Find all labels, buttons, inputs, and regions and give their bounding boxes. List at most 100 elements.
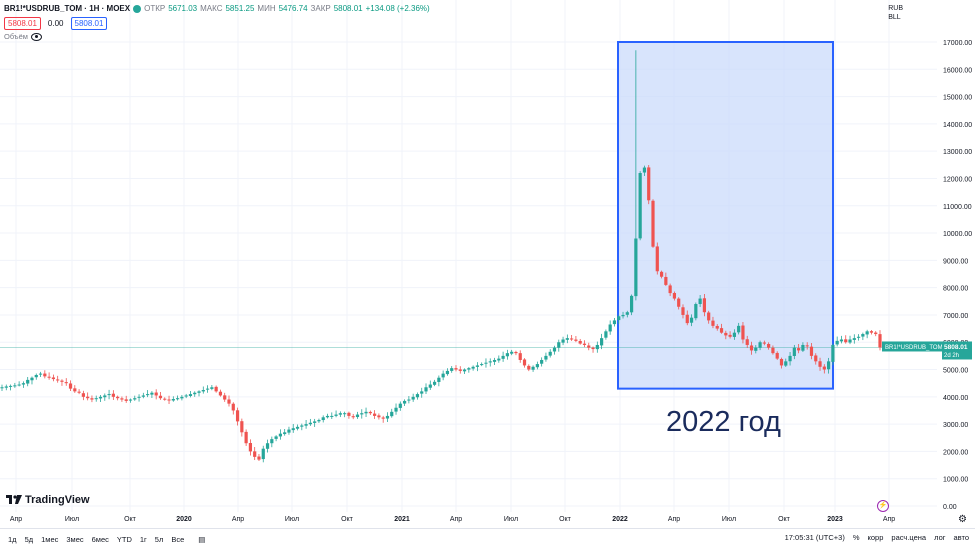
candle xyxy=(874,331,878,337)
candle-body xyxy=(133,398,137,400)
timeframe-1d[interactable]: 1д xyxy=(8,534,17,544)
tradingview-logo[interactable]: TradingView xyxy=(6,494,90,506)
x-tick-label: Апр xyxy=(450,516,462,523)
candle-body xyxy=(467,368,471,370)
candle xyxy=(235,407,240,426)
candle xyxy=(120,396,124,402)
timeframe-1y[interactable]: 1г xyxy=(139,534,147,544)
candle xyxy=(43,370,47,379)
x-tick-label: Июл xyxy=(285,516,299,523)
candle xyxy=(664,272,668,287)
currency-top: RUB xyxy=(888,5,903,12)
candle xyxy=(784,358,788,367)
candle xyxy=(711,316,715,329)
candle-body xyxy=(518,353,522,360)
candle xyxy=(852,334,856,344)
date-range-icon[interactable]: ▤ xyxy=(198,534,206,544)
candle xyxy=(60,379,64,386)
bottom-toolbar: 1д 5д 1мес 3мес 6мес YTD 1г 5л Все ▤ 17:… xyxy=(0,528,975,549)
candle-body xyxy=(197,391,201,393)
candle-body xyxy=(801,344,805,351)
candle-body xyxy=(98,396,103,399)
candle xyxy=(629,294,634,316)
candle xyxy=(762,340,766,346)
candle xyxy=(368,410,372,415)
candle-body xyxy=(574,339,578,341)
candle xyxy=(257,453,261,461)
candle-body xyxy=(608,324,612,332)
log-toggle[interactable]: лог xyxy=(934,533,946,542)
eye-icon[interactable] xyxy=(30,32,42,41)
candle-body xyxy=(21,383,26,385)
candle xyxy=(638,171,642,241)
timeframe-5d[interactable]: 5д xyxy=(24,534,34,544)
candle xyxy=(133,395,137,401)
candle xyxy=(861,332,865,341)
candle-body xyxy=(317,420,321,422)
timeframe-3m[interactable]: 3мес xyxy=(66,534,84,544)
candle xyxy=(582,340,587,348)
gear-icon[interactable]: ⚙ xyxy=(958,514,967,525)
candle xyxy=(283,428,287,436)
candle-body xyxy=(677,298,681,307)
y-tick-label: 4000.00 xyxy=(943,395,968,402)
candle xyxy=(154,389,158,400)
candle xyxy=(26,376,30,387)
candle xyxy=(295,424,300,431)
adjust-toggle[interactable]: корр xyxy=(867,533,884,542)
open-label: ОТКР xyxy=(144,4,166,13)
candle xyxy=(210,385,214,391)
candle-body xyxy=(754,347,758,351)
x-tick-label: 2022 xyxy=(612,516,628,523)
volume-legend[interactable]: Объём xyxy=(4,32,42,41)
auto-toggle[interactable]: авто xyxy=(953,533,969,542)
settlement-toggle[interactable]: расч.цена xyxy=(891,533,927,542)
market-status-icon[interactable] xyxy=(133,4,142,13)
timeframe-5y[interactable]: 5л xyxy=(154,534,164,544)
candle xyxy=(856,334,861,341)
candle xyxy=(377,413,381,420)
y-tick-label: 14000.00 xyxy=(943,122,972,129)
candle-body xyxy=(231,403,235,411)
candle xyxy=(81,390,85,401)
timeframe-ytd[interactable]: YTD xyxy=(116,534,132,544)
candle-body xyxy=(621,314,625,317)
candle-body xyxy=(510,351,514,354)
timeframe-6m[interactable]: 6мес xyxy=(91,534,109,544)
candle xyxy=(188,390,193,398)
candle xyxy=(522,358,527,368)
currency-label[interactable]: RUB BLL xyxy=(888,4,903,22)
candle-body xyxy=(501,355,505,359)
candle-body xyxy=(158,395,163,399)
timeframe-all[interactable]: Все xyxy=(171,534,185,544)
candle xyxy=(334,410,338,418)
sell-button[interactable]: 5808.01 xyxy=(4,17,41,30)
candle xyxy=(364,407,368,418)
price-tag-countdown: 2d 2h xyxy=(944,353,959,359)
candle-body xyxy=(745,339,749,345)
candle xyxy=(338,411,342,418)
buy-button[interactable]: 5808.01 xyxy=(70,17,108,30)
candle-body xyxy=(822,366,826,370)
candle xyxy=(510,349,514,356)
timeframe-1m[interactable]: 1мес xyxy=(41,534,59,544)
clock-time[interactable]: 17:05:31 (UTC+3) xyxy=(784,533,845,542)
symbol-title[interactable]: BR1!*USDRUB_TOM · 1Н · MOEX xyxy=(4,4,131,13)
candle-body xyxy=(402,400,407,404)
y-tick-label: 13000.00 xyxy=(943,149,972,156)
candle-body xyxy=(381,417,385,419)
candle xyxy=(8,384,13,391)
candle-body xyxy=(617,316,621,321)
candle-body xyxy=(651,200,655,247)
candle-body xyxy=(265,443,270,449)
percent-toggle[interactable]: % xyxy=(852,533,860,542)
candle-body xyxy=(150,392,154,395)
candle xyxy=(355,411,360,419)
candle xyxy=(792,344,796,360)
candle xyxy=(475,362,480,372)
lightning-icon[interactable]: ⚡ xyxy=(877,500,889,512)
y-tick-label: 9000.00 xyxy=(943,258,968,265)
candle-body xyxy=(240,421,244,433)
candle xyxy=(839,335,844,344)
